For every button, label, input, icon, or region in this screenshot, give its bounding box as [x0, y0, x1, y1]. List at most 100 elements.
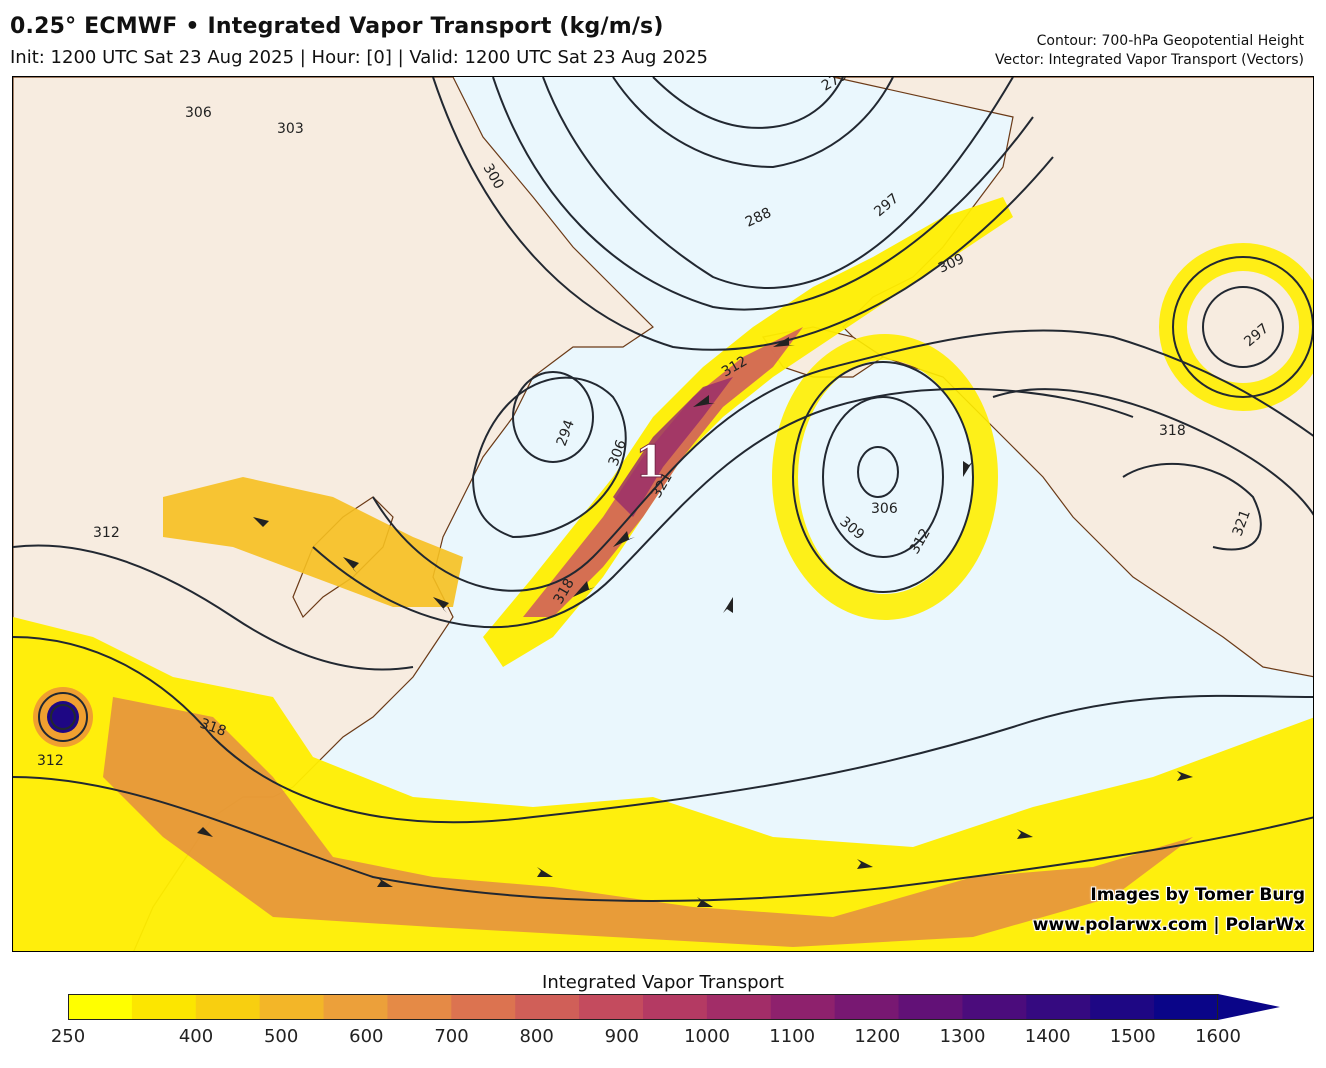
contour-label: 312: [93, 525, 120, 541]
vector-arrow: [1177, 771, 1193, 781]
colorbar-cell: [259, 994, 325, 1020]
ivt-ar-max: [613, 377, 733, 517]
colorbar-cell: [195, 994, 261, 1020]
vector-arrow: [857, 859, 873, 869]
contour-label: 312: [37, 753, 64, 769]
map-canvas: 306 303 300 279 288 297 309 297 294 306 …: [13, 77, 1313, 951]
colorbar-cell: [706, 994, 772, 1020]
colorbar-tick-label: 250: [50, 1026, 86, 1047]
ivt-ar-core: [523, 327, 803, 617]
contour-line: [13, 636, 1313, 824]
vector-arrow: [697, 897, 713, 907]
colorbar-cell: [68, 994, 133, 1020]
colorbar-cell: [898, 994, 964, 1020]
contour-line: [13, 544, 414, 671]
vector-arrow: [573, 581, 595, 597]
vector-arrow: [197, 823, 213, 837]
contour-note: Contour: 700-hPa Geopotential Height: [1036, 33, 1304, 49]
colorbar-tick-label: 1200: [854, 1026, 901, 1047]
vector-arrow: [253, 517, 269, 531]
contour-label: 303: [277, 121, 304, 137]
vector-arrow: [613, 531, 635, 547]
contour-line: [612, 77, 894, 169]
colorbar-tick-label: 1000: [684, 1026, 730, 1047]
colorbar-cell: [643, 994, 708, 1020]
colorbar-cell: [1090, 994, 1155, 1020]
colorbar-tick-label: 1100: [769, 1026, 816, 1047]
contour-line: [13, 776, 1313, 902]
colorbar-tick-label: 400: [178, 1026, 214, 1047]
contour-line: [857, 446, 899, 498]
colorbar-cell: [387, 994, 452, 1020]
vector-arrow: [773, 337, 795, 347]
colorbar-tick-label: 1400: [1024, 1026, 1071, 1047]
colorbar-cells: [68, 994, 1280, 1020]
colorbar-title: Integrated Vapor Transport: [542, 972, 784, 993]
contour-label: 294: [554, 418, 578, 449]
contour-label: 306: [185, 105, 212, 121]
credit-website: www.polarwx.com | PolarWx: [1032, 915, 1305, 935]
map-subtitle: Init: 1200 UTC Sat 23 Aug 2025 | Hour: […: [10, 47, 709, 68]
ivt-vectors: [197, 337, 1193, 907]
colorbar-cell: [451, 994, 516, 1020]
contour-line: [312, 387, 1134, 628]
colorbar-tick-label: 1600: [1195, 1026, 1241, 1047]
vector-arrow: [377, 877, 393, 887]
contour-line: [992, 388, 1313, 516]
colorbar-frame: [68, 994, 1218, 1020]
colorbar-tick-label: 900: [604, 1026, 640, 1047]
contour-label: 306: [871, 501, 898, 517]
storm-number-label: 1: [635, 437, 666, 488]
map-title: 0.25° ECMWF • Integrated Vapor Transport…: [10, 14, 664, 39]
vector-arrow: [963, 461, 973, 477]
colorbar-cell: [579, 994, 644, 1020]
colorbar-cell: [834, 994, 900, 1020]
colorbar-tick-label: 800: [519, 1026, 554, 1047]
contour-line: [1122, 462, 1262, 551]
contour-label: 309: [836, 514, 867, 543]
contour-label: 318: [1159, 423, 1186, 439]
colorbar-cell: [515, 994, 580, 1020]
ivt-japan-band: [163, 477, 463, 607]
colorbar-cell: [770, 994, 836, 1020]
ivt-tropical-core: [103, 697, 1193, 947]
contour-line: [432, 77, 1054, 351]
contour-label: 297: [871, 191, 902, 220]
contour-line: [792, 361, 974, 593]
map-panel: 306 303 300 279 288 297 309 297 294 306 …: [12, 76, 1314, 952]
vector-arrow: [1017, 829, 1033, 839]
colorbar: [68, 994, 1280, 1020]
ivt-shading: [13, 197, 1313, 951]
north-america-landmass: [832, 77, 1313, 678]
ivt-ne-pacific-low-band: [772, 334, 998, 620]
contour-line: [38, 692, 88, 742]
vector-arrow: [433, 597, 449, 613]
contour-line: [472, 376, 627, 539]
contour-line: [822, 396, 944, 558]
contour-line: [1202, 286, 1284, 368]
contour-line: [1172, 256, 1313, 398]
colorbar-tick-label: 700: [434, 1026, 469, 1047]
colorbar-cell: [131, 994, 197, 1020]
colorbar-cell: [323, 994, 389, 1020]
colorbar-cell: [962, 994, 1027, 1020]
contour-line: [512, 371, 594, 463]
colorbar-tick-label: 1500: [1109, 1026, 1156, 1047]
colorbar-tick-label: 500: [263, 1026, 299, 1047]
vector-arrow: [343, 557, 359, 573]
contour-layer: [13, 77, 1313, 902]
vector-arrow: [723, 597, 733, 613]
colorbar-tick-label: 1300: [939, 1026, 986, 1047]
contour-label: 288: [743, 205, 774, 231]
contour-line: [492, 77, 1034, 311]
colorbar-cell: [1154, 994, 1219, 1020]
vector-arrow: [693, 395, 715, 407]
colorbar-extend-arrow: [1218, 994, 1280, 1020]
vector-note: Vector: Integrated Vapor Transport (Vect…: [995, 52, 1304, 68]
contour-line: [50, 704, 76, 730]
credit-author: Images by Tomer Burg: [1090, 885, 1305, 905]
contour-label: 312: [907, 526, 934, 557]
vector-arrow: [537, 867, 553, 877]
contour-line: [542, 77, 1014, 289]
contour-line: [652, 77, 844, 129]
